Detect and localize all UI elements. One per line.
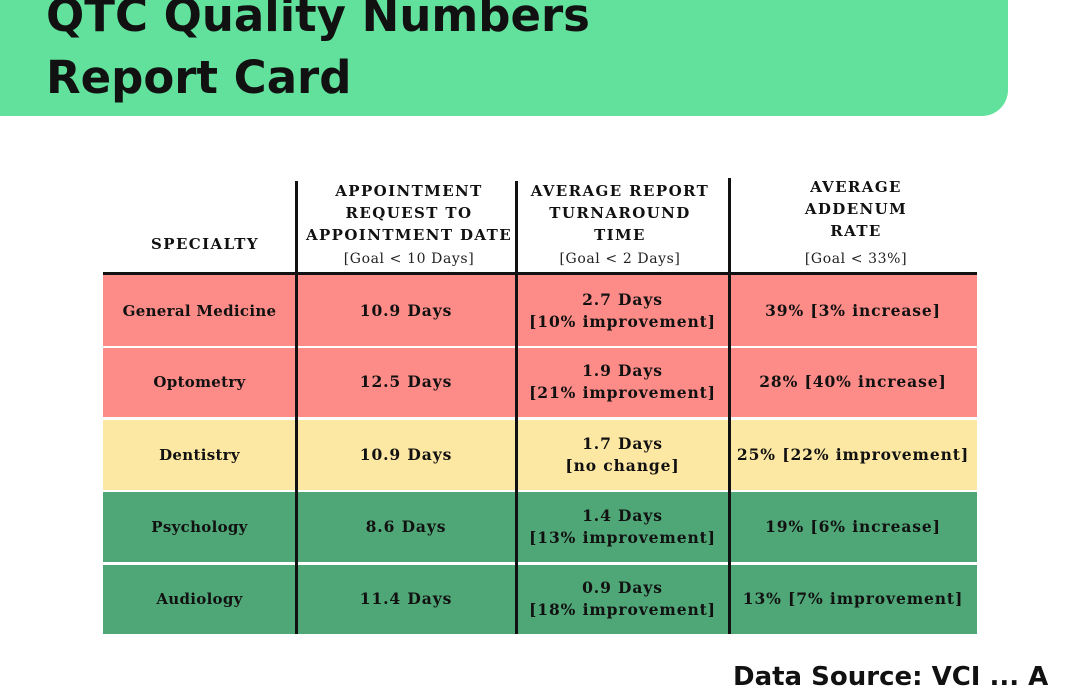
table-row: Psychology 8.6 Days 1.4 Days [13% improveme… [103, 491, 977, 562]
row-separator [103, 346, 977, 348]
turnaround-cell: 2.7 Days [10% improvement] [516, 275, 729, 346]
table-row: General Medicine 10.9 Days 2.7 Days [10% im… [103, 275, 977, 346]
column-header-line: AVERAGE [810, 178, 902, 196]
column-header-line: TURNAROUND [549, 204, 691, 222]
addendum-cell: 28% [40% increase] [729, 347, 977, 417]
specialty-cell: Audiology [103, 564, 296, 634]
cell-text: 28% [40% increase] [759, 372, 947, 391]
table-row: Optometry 12.5 Days 1.9 Days [21% improveme… [103, 347, 977, 417]
appointment-cell: 11.4 Days [296, 564, 516, 634]
column-header-line: REQUEST TO [345, 204, 473, 222]
cell-text: 19% [6% increase] [765, 516, 941, 536]
specialty-cell: Optometry [103, 347, 296, 417]
addendum-cell: 19% [6% increase] [729, 491, 977, 562]
appointment-cell: 10.9 Days [296, 275, 516, 346]
turnaround-cell: 1.4 Days [13% improvement] [516, 491, 729, 562]
cell-text: 2.7 Days [582, 289, 663, 309]
table-row: Dentistry 10.9 Days 1.7 Days [no change] 25%… [103, 419, 977, 490]
cell-change-text: [18% improvement] [529, 600, 716, 619]
appointment-cell: 10.9 Days [296, 419, 516, 490]
appointment-cell: 12.5 Days [296, 347, 516, 417]
row-separator [103, 418, 977, 420]
column-goal: [Goal < 33%] [804, 251, 908, 267]
specialty-cell: Dentistry [103, 419, 296, 490]
cell-change-text: [10% improvement] [529, 311, 716, 331]
cell-text: 11.4 Days [359, 589, 453, 608]
footer-source: Data Source: VCI ... A [733, 662, 1049, 692]
column-header-line: SPECIALTY [151, 235, 259, 253]
cell-text: 8.6 Days [365, 516, 447, 536]
title-banner: QTC Quality Numbers Report Card [0, 0, 1008, 116]
addendum-cell: 39% [3% increase] [729, 275, 977, 346]
header-rule [103, 272, 977, 275]
cell-text: 25% [22% improvement] [736, 444, 970, 464]
cell-change-text: [21% improvement] [529, 383, 716, 402]
cell-change-text: [no change] [565, 455, 680, 475]
cell-text: 12.5 Days [359, 372, 453, 391]
row-separator [103, 490, 977, 492]
cell-text: Audiology [156, 590, 243, 608]
addendum-cell: 13% [7% improvement] [729, 564, 977, 634]
column-header-line: RATE [830, 222, 882, 240]
page-title-line-1: QTC Quality Numbers [46, 0, 590, 42]
cell-text: Optometry [153, 373, 246, 391]
turnaround-cell: 1.7 Days [no change] [516, 419, 729, 490]
cell-text: 1.7 Days [582, 433, 663, 453]
column-header-line: ADDENUM [804, 200, 908, 218]
cell-text: Dentistry [159, 445, 240, 464]
cell-text: 13% [7% improvement] [742, 589, 964, 608]
column-header-line: APPOINTMENT [335, 182, 483, 200]
column-divider [295, 181, 298, 634]
cell-text: 0.9 Days [582, 578, 663, 597]
appointment-cell: 8.6 Days [296, 491, 516, 562]
cell-text: 39% [3% increase] [765, 300, 941, 320]
turnaround-cell: 1.9 Days [21% improvement] [516, 347, 729, 417]
cell-text: 10.9 Days [359, 444, 453, 464]
column-goal: [Goal < 2 Days] [559, 251, 681, 267]
turnaround-cell: 0.9 Days [18% improvement] [516, 564, 729, 634]
cell-text: General Medicine [122, 301, 277, 320]
column-divider [515, 181, 518, 634]
column-header-line: AVERAGE REPORT [530, 182, 710, 200]
page-title-line-2: Report Card [46, 51, 352, 104]
cell-text: 1.4 Days [582, 505, 663, 525]
addendum-cell: 25% [22% improvement] [729, 419, 977, 490]
table-row: Audiology 11.4 Days 0.9 Days [18% improveme… [103, 564, 977, 634]
specialty-cell: Psychology [103, 491, 296, 562]
cell-text: 10.9 Days [359, 300, 453, 320]
specialty-cell: General Medicine [103, 275, 296, 346]
row-separator [103, 563, 977, 565]
column-divider [728, 178, 731, 634]
cell-text: Psychology [151, 517, 248, 536]
column-goal: [Goal < 10 Days] [343, 251, 475, 267]
column-header-line: TIME [594, 226, 646, 244]
column-header-line: APPOINTMENT DATE [305, 226, 513, 244]
cell-change-text: [13% improvement] [529, 527, 716, 547]
cell-text: 1.9 Days [582, 361, 663, 380]
